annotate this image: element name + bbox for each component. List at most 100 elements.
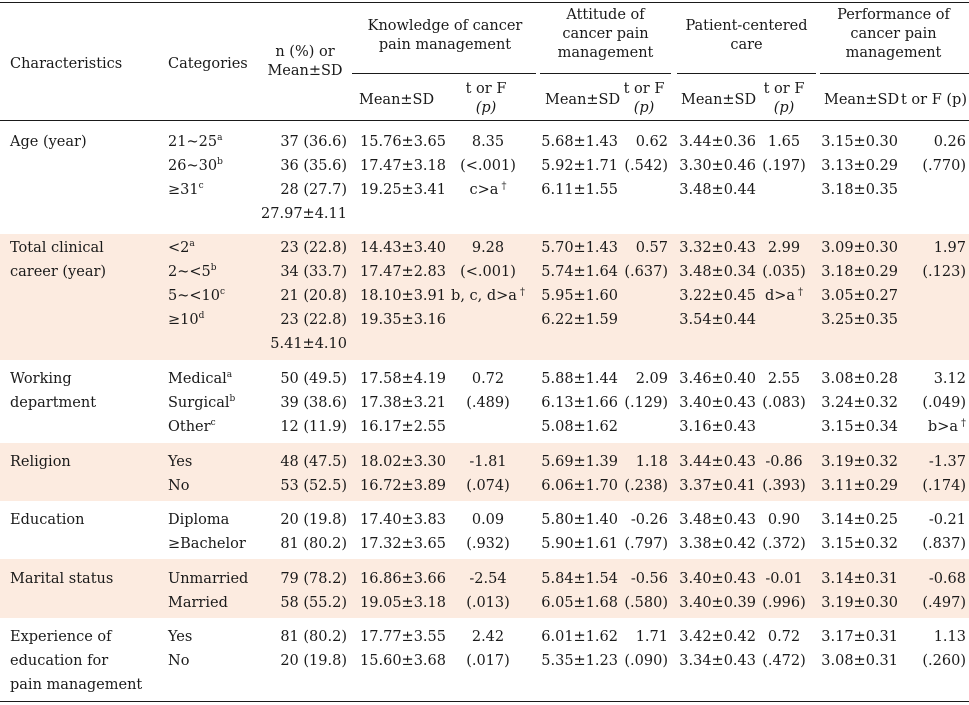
table-cell: 3.30±0.46	[679, 158, 756, 174]
col-performance-mean: 3.19±0.32 3.11±0.29	[818, 450, 898, 498]
col-performance-mean: 3.14±0.25 3.15±0.32	[818, 508, 898, 556]
col-n: 79 (78.2) 58 (55.2)	[255, 567, 347, 615]
stat-value: (<.001)	[460, 158, 516, 174]
top-rule	[0, 2, 969, 3]
spanner-rule-knowledge	[352, 73, 536, 74]
category-label: ≥Bachelor	[168, 536, 246, 552]
table-cell: (.090)	[618, 649, 668, 673]
stat-value: 0.26	[933, 134, 966, 150]
header-rule	[0, 120, 969, 121]
row-name: Age (year)	[10, 130, 160, 154]
category-item: Medicala	[168, 367, 258, 391]
category-item: ≥Bachelor	[168, 532, 258, 556]
category-label: No	[168, 478, 190, 494]
table-cell: 6.06±1.70	[541, 478, 618, 494]
category-item: Surgicalb	[168, 391, 258, 415]
table-cell: 16.72±3.89	[360, 478, 446, 494]
header-categories: Categories	[168, 56, 248, 72]
col-patient-mean: 3.44±0.43 3.37±0.41	[676, 450, 756, 498]
table-cell: (<.001)	[448, 154, 528, 178]
col-patient-t: 2.55 (.083)	[752, 367, 816, 415]
stat-value: (.797)	[624, 536, 668, 552]
table-cell: 3.13±0.29	[821, 158, 898, 174]
col-knowledge-t: 0.09 (.932)	[448, 508, 528, 556]
table-cell: (.932)	[448, 532, 528, 556]
table-cell: 20 (19.8)	[280, 512, 347, 528]
row-name-line: Working	[10, 371, 72, 387]
stat-value: 0.72	[471, 371, 505, 387]
table-cell: 5.41±4.10	[270, 336, 347, 352]
table-cell: 39 (38.6)	[280, 395, 347, 411]
col-knowledge-t: 8.35 (<.001) c>a †	[448, 130, 528, 202]
table-cell: 16.17±2.55	[360, 419, 446, 435]
subheader-performance-t: t or F (p)	[901, 92, 967, 108]
subheader-knowledge-t: t or F (p)	[455, 80, 517, 118]
table-cell: (.260)	[900, 649, 966, 673]
category-label: Diploma	[168, 512, 230, 528]
category-label: ≥10	[168, 312, 199, 328]
table-cell: 0.90	[752, 508, 816, 532]
table-cell: (.035)	[752, 260, 816, 284]
category-item: Yes	[168, 625, 258, 649]
table-cell: 3.17±0.31	[821, 629, 898, 645]
table-cell: -0.86	[752, 450, 816, 474]
col-knowledge-t: -2.54 (.013)	[448, 567, 528, 615]
table-cell: 19.35±3.16	[360, 312, 446, 328]
table-cell: 34 (33.7)	[280, 264, 347, 280]
row-name: Total clinical career (year)	[10, 236, 160, 284]
stat-value: b>a	[927, 419, 958, 435]
table-cell: (.489)	[448, 391, 528, 415]
stat-value: (.497)	[922, 595, 966, 611]
table-cell: 3.24±0.32	[821, 395, 898, 411]
table-cell: 5.08±1.62	[541, 419, 618, 435]
stat-value: 1.13	[933, 629, 966, 645]
stat-value: -0.86	[765, 454, 803, 470]
stat-value: -0.26	[630, 512, 668, 528]
row-name: Education	[10, 508, 160, 532]
stat-value: 2.99	[767, 240, 801, 256]
col-patient-t: -0.01 (.996)	[752, 567, 816, 615]
col-patient-mean: 3.48±0.43 3.38±0.42	[676, 508, 756, 556]
col-attitude-mean: 5.68±1.43 5.92±1.71 6.11±1.55	[540, 130, 618, 202]
subheader-performance-mean: Mean±SD	[824, 92, 900, 108]
table-cell: 17.77±3.55	[360, 629, 446, 645]
table-cell: 3.38±0.42	[679, 536, 756, 552]
table-cell: (.637)	[618, 260, 668, 284]
col-attitude-t: 0.62 (.542)	[618, 130, 668, 178]
table-cell: 0.72	[448, 367, 528, 391]
table-cell: 5.95±1.60	[541, 288, 618, 304]
table-cell: 28 (27.7)	[280, 182, 347, 198]
row-name-line: Total clinical	[10, 240, 104, 256]
stat-value: 1.18	[635, 454, 668, 470]
header-performance: Performance of cancer pain management	[818, 6, 969, 63]
stat-value: (.238)	[624, 478, 668, 494]
col-attitude-t: 0.57 (.637)	[618, 236, 668, 284]
stat-value: (.393)	[762, 478, 806, 494]
row-categories: Unmarried Married	[168, 567, 258, 615]
table-cell: 6.13±1.66	[541, 395, 618, 411]
table-cell: 3.19±0.32	[821, 454, 898, 470]
col-patient-t: 2.99 (.035) d>a †	[752, 236, 816, 308]
col-attitude-mean: 5.80±1.40 5.90±1.61	[540, 508, 618, 556]
category-item: Yes	[168, 450, 258, 474]
row-categories: 21~25a 26~30b ≥31c	[168, 130, 258, 202]
table-cell: 6.05±1.68	[541, 595, 618, 611]
category-item: 2~<5b	[168, 260, 258, 284]
table-cell: 6.01±1.62	[541, 629, 618, 645]
table-cell: (.123)	[900, 260, 966, 284]
table-cell: 3.40±0.39	[679, 595, 756, 611]
table-cell: 3.44±0.36	[679, 134, 756, 150]
col-n: 50 (49.5) 39 (38.6) 12 (11.9)	[255, 367, 347, 439]
subheader-patient-mean: Mean±SD	[681, 92, 757, 108]
col-patient-t: 1.65 (.197)	[752, 130, 816, 178]
table-cell: 19.25±3.41	[360, 182, 446, 198]
stat-value: (.197)	[762, 158, 806, 174]
stat-value: 1.65	[767, 134, 801, 150]
table-cell: (.129)	[618, 391, 668, 415]
table-cell: 2.42	[448, 625, 528, 649]
stat-value: (.996)	[762, 595, 806, 611]
col-knowledge-mean: 18.02±3.30 16.72±3.89	[352, 450, 446, 498]
stat-value: 0.09	[471, 512, 505, 528]
stat-value: (.372)	[762, 536, 806, 552]
col-performance-t: 1.97 (.123)	[900, 236, 966, 284]
